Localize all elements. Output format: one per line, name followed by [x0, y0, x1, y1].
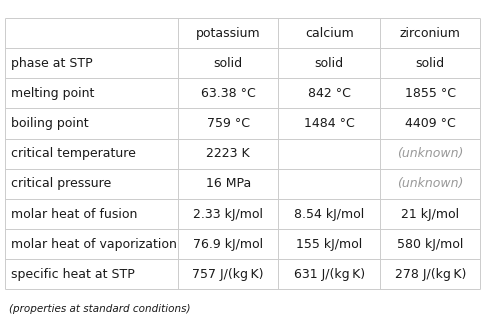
- Text: molar heat of vaporization: molar heat of vaporization: [11, 238, 177, 251]
- Text: melting point: melting point: [11, 87, 94, 100]
- Text: solid: solid: [314, 57, 343, 70]
- Text: 16 MPa: 16 MPa: [205, 177, 250, 190]
- Text: zirconium: zirconium: [399, 26, 460, 40]
- Text: 580 kJ/mol: 580 kJ/mol: [396, 238, 463, 251]
- Text: potassium: potassium: [196, 26, 260, 40]
- Text: 759 °C: 759 °C: [206, 117, 249, 130]
- Text: 8.54 kJ/mol: 8.54 kJ/mol: [293, 208, 363, 220]
- Text: 842 °C: 842 °C: [307, 87, 350, 100]
- Text: calcium: calcium: [304, 26, 353, 40]
- Text: (unknown): (unknown): [396, 177, 463, 190]
- Text: 2223 K: 2223 K: [206, 147, 250, 160]
- Text: molar heat of fusion: molar heat of fusion: [11, 208, 137, 220]
- Text: 757 J/(kg K): 757 J/(kg K): [192, 268, 263, 281]
- Text: 278 J/(kg K): 278 J/(kg K): [394, 268, 465, 281]
- Text: 21 kJ/mol: 21 kJ/mol: [400, 208, 458, 220]
- Text: (unknown): (unknown): [396, 147, 463, 160]
- Text: boiling point: boiling point: [11, 117, 89, 130]
- Text: 1855 °C: 1855 °C: [404, 87, 455, 100]
- Text: 4409 °C: 4409 °C: [404, 117, 454, 130]
- Text: critical temperature: critical temperature: [11, 147, 136, 160]
- Text: solid: solid: [415, 57, 444, 70]
- Text: 63.38 °C: 63.38 °C: [200, 87, 255, 100]
- Text: 631 J/(kg K): 631 J/(kg K): [293, 268, 364, 281]
- Text: 2.33 kJ/mol: 2.33 kJ/mol: [193, 208, 263, 220]
- Text: solid: solid: [213, 57, 242, 70]
- Text: 76.9 kJ/mol: 76.9 kJ/mol: [193, 238, 263, 251]
- Text: (properties at standard conditions): (properties at standard conditions): [9, 304, 190, 314]
- Text: specific heat at STP: specific heat at STP: [11, 268, 135, 281]
- Text: 155 kJ/mol: 155 kJ/mol: [296, 238, 362, 251]
- Text: 1484 °C: 1484 °C: [303, 117, 354, 130]
- Text: phase at STP: phase at STP: [11, 57, 92, 70]
- Text: critical pressure: critical pressure: [11, 177, 111, 190]
